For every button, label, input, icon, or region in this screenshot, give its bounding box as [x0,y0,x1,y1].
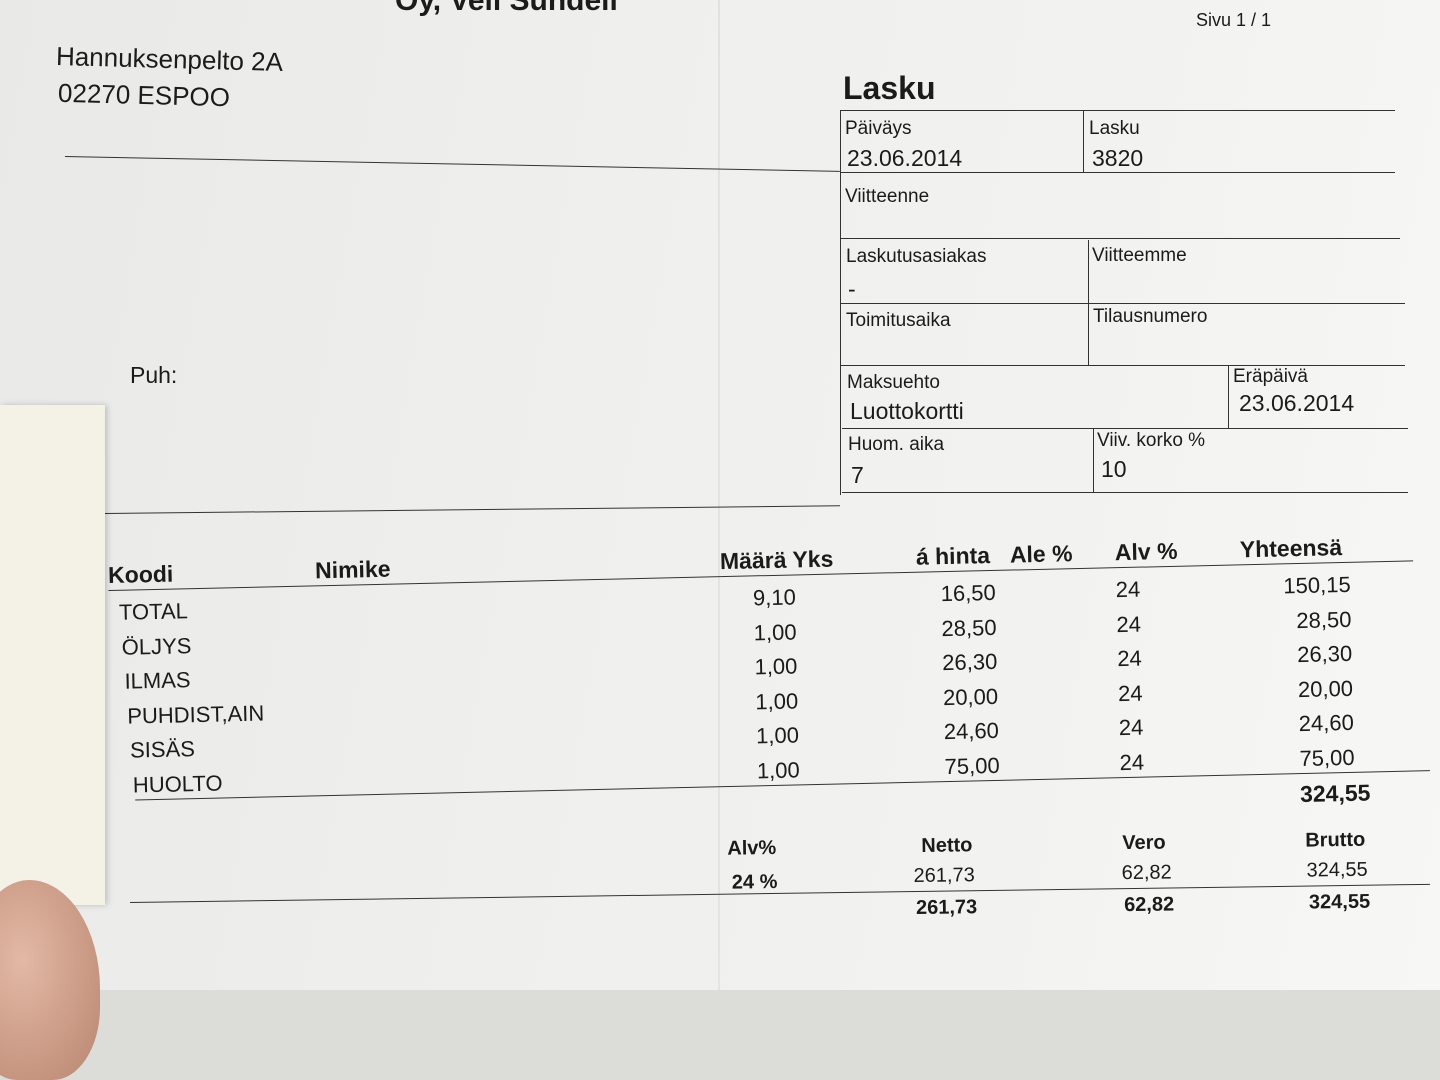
invoice-paper [0,0,1440,1000]
date-label: Päiväys [845,118,912,139]
paper-fold [718,0,720,1000]
tax-header: Vero [1122,831,1166,855]
gross-value: 324,55 [1306,858,1368,882]
customer-value: - [848,276,856,302]
payment-term-label: Maksuehto [847,372,940,393]
delivery-label: Toimitusaika [846,310,951,331]
payment-term: Luottokortti [850,398,964,424]
your-ref-label: Viitteenne [845,186,930,207]
notice-time: 7 [851,462,864,488]
order-number-label: Tilausnumero [1093,306,1208,327]
gross-total: 324,55 [1308,890,1371,914]
due-date: 23.06.2014 [1239,390,1355,416]
net-total: 261,73 [915,896,978,920]
receipt-slip [0,405,105,905]
tax-value: 62,82 [1121,861,1172,885]
notice-time-label: Huom. aika [848,434,945,455]
company-name: Oy, Veli Sundell [395,0,618,17]
due-date-label: Eräpäivä [1233,366,1308,387]
invoice-number: 3820 [1092,145,1144,171]
vat-summary: Alv% Netto Vero Brutto 24 % 261,73 62,82… [130,828,1430,920]
our-ref-label: Viitteemme [1092,245,1187,266]
background-surface [0,990,1440,1080]
invoice-title: Lasku [843,70,936,106]
customer-label: Laskutusasiakas [846,246,987,267]
interest-value: 10 [1101,456,1127,482]
net-header: Netto [921,834,973,857]
vat-rate: 24 % [731,870,778,894]
page-number: Sivu 1 / 1 [1196,10,1272,30]
date-value: 23.06.2014 [847,145,963,171]
net-value: 261,73 [913,864,975,888]
phone-label: Puh: [130,362,178,388]
vat-header: Alv% [727,836,777,860]
gross-header: Brutto [1305,828,1366,852]
invoice-number-label: Lasku [1089,118,1140,139]
interest-label: Viiv. korko % [1097,430,1206,451]
tax-total: 62,82 [1123,893,1175,917]
